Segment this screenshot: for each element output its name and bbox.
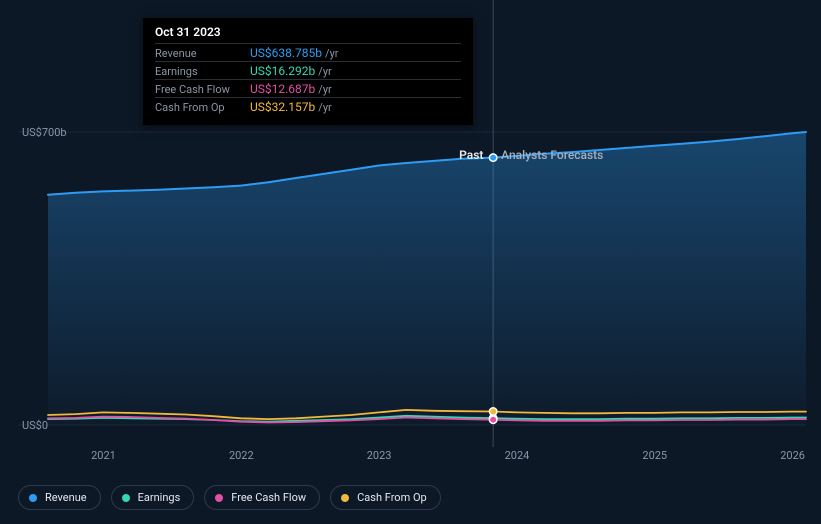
x-axis-label: 2021 <box>91 449 116 462</box>
tooltip-metric-unit: /yr <box>325 47 338 60</box>
legend-item-earnings[interactable]: Earnings <box>111 485 195 510</box>
tooltip-metric-label: Free Cash Flow <box>155 83 250 96</box>
tooltip-metric-value: US$16.292b <box>250 64 315 78</box>
legend-label: Earnings <box>138 491 181 504</box>
x-axis-label: 2025 <box>642 449 667 462</box>
tooltip-metric-value: US$32.157b <box>250 100 315 114</box>
tooltip-row: Free Cash FlowUS$12.687b/yr <box>155 79 461 97</box>
tooltip-metric-value: US$638.785b <box>250 46 322 60</box>
tooltip-date: Oct 31 2023 <box>155 25 461 39</box>
tooltip-metric-unit: /yr <box>318 65 331 78</box>
tooltip-metric-label: Revenue <box>155 47 250 60</box>
x-axis-label: 2022 <box>229 449 254 462</box>
x-axis-label: 2024 <box>505 449 530 462</box>
forecast-section-label: Analysts Forecasts <box>501 148 603 162</box>
legend-label: Revenue <box>45 491 87 504</box>
tooltip-row: RevenueUS$638.785b/yr <box>155 43 461 61</box>
tooltip-metric-label: Earnings <box>155 65 250 78</box>
chart-legend: Revenue Earnings Free Cash Flow Cash From O… <box>18 485 441 510</box>
x-axis-label: 2026 <box>780 449 805 462</box>
tooltip-row: EarningsUS$16.292b/yr <box>155 61 461 79</box>
x-axis-label: 2023 <box>367 449 392 462</box>
tooltip-metric-unit: /yr <box>318 83 331 96</box>
legend-dot <box>122 494 130 502</box>
financials-chart[interactable]: US$700b US$0 2021 2022 2023 2024 2025 2026 Pa… <box>0 0 821 475</box>
chart-tooltip: Oct 31 2023 RevenueUS$638.785b/yrEarning… <box>143 18 473 125</box>
legend-dot <box>29 494 37 502</box>
legend-label: Cash From Op <box>357 491 427 504</box>
tooltip-metric-unit: /yr <box>318 101 331 114</box>
tooltip-row: Cash From OpUS$32.157b/yr <box>155 97 461 115</box>
tooltip-metric-value: US$12.687b <box>250 82 315 96</box>
legend-label: Free Cash Flow <box>231 491 306 504</box>
legend-dot <box>215 494 223 502</box>
y-axis-label-top: US$700b <box>22 126 67 139</box>
legend-item-cfo[interactable]: Cash From Op <box>330 485 441 510</box>
tooltip-metric-label: Cash From Op <box>155 101 250 114</box>
past-section-label: Past <box>459 148 483 162</box>
legend-item-revenue[interactable]: Revenue <box>18 485 101 510</box>
legend-dot <box>341 494 349 502</box>
legend-item-fcf[interactable]: Free Cash Flow <box>204 485 320 510</box>
y-axis-label-bottom: US$0 <box>22 419 48 432</box>
